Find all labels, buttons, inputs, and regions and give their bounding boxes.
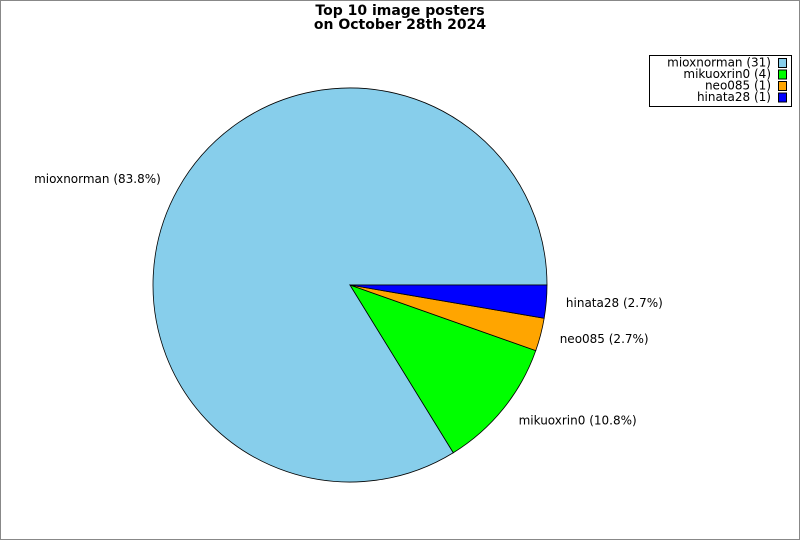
pie-slice (349, 284, 548, 319)
legend-swatch (778, 81, 787, 91)
slice-label: neo085 (2.7%) (560, 332, 649, 346)
legend-box (649, 55, 792, 107)
chart-title: on October 28th 2024 (314, 17, 487, 33)
legend-swatch (778, 69, 787, 80)
legend-label: neo085 (1) (705, 79, 771, 93)
chart-title: Top 10 image posters (315, 3, 484, 19)
slice-label: mikuoxrin0 (10.8%) (519, 414, 637, 428)
legend-label: mioxnorman (31) (667, 56, 771, 70)
legend-label: mikuoxrin0 (4) (683, 67, 771, 81)
legend-swatch (778, 92, 787, 103)
slice-label: hinata28 (2.7%) (566, 296, 663, 310)
slice-label: mioxnorman (83.8%) (34, 172, 161, 186)
legend-label: hinata28 (1) (697, 90, 771, 104)
pie-slice (349, 284, 537, 454)
legend-swatch (778, 58, 787, 68)
